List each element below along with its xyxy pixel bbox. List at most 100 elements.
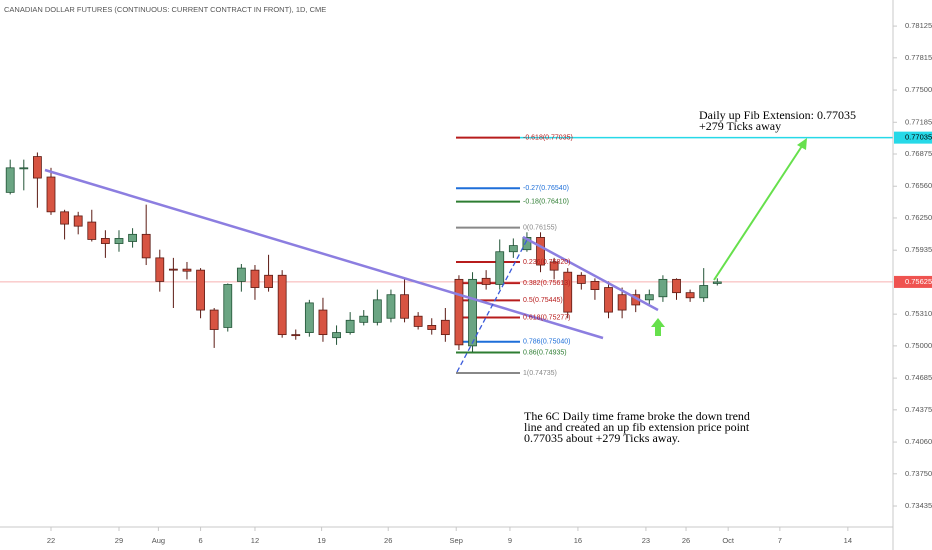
fib-label: 0.382(0.75613) (523, 280, 570, 287)
candles (5, 152, 722, 353)
fib-label: 0(0.76155) (523, 225, 557, 232)
x-tick-label: Aug (152, 536, 165, 545)
fib-label: 1(0.74735) (523, 370, 557, 377)
x-tick-label: 22 (47, 536, 55, 545)
x-tick-label: 12 (251, 536, 259, 545)
candle-body (5, 167, 15, 193)
fib-label: 0.786(0.75040) (523, 339, 570, 346)
candle-body (427, 325, 437, 330)
candle-body (87, 221, 97, 240)
y-tick-label: 0.73435 (905, 501, 932, 510)
trend-line (522, 235, 659, 312)
y-tick-label: 0.75935 (905, 245, 932, 254)
annotation: The 6C Daily time frame broke the down t… (524, 409, 750, 423)
candle-body (291, 334, 301, 337)
fib-label: -0.18(0.76410) (523, 198, 569, 205)
y-tick-label: 0.73750 (905, 469, 932, 478)
candle-body (536, 237, 545, 266)
price-marker (894, 275, 932, 288)
candle-body (372, 299, 382, 323)
y-tick-label: 0.76560 (905, 181, 932, 190)
chart-title: CANADIAN DOLLAR FUTURES (CONTINUOUS: CUR… (4, 5, 326, 14)
candle-body (196, 269, 205, 311)
fib-label: 0.5(0.75445) (523, 297, 563, 304)
candle-body (468, 278, 477, 347)
candle-body (155, 257, 165, 282)
x-tick-label: 26 (384, 536, 392, 545)
candle-body (141, 233, 151, 259)
candle-body (114, 238, 124, 244)
x-tick-label: 23 (642, 536, 650, 545)
candle-body (481, 277, 491, 285)
candle-body (617, 294, 627, 311)
candle-body (264, 274, 273, 288)
candle-body (563, 271, 573, 313)
y-tick-label: 0.77500 (905, 85, 932, 94)
candle-body (699, 285, 709, 299)
candle-body (182, 268, 192, 272)
candle-body (644, 294, 654, 301)
candle-body (318, 309, 328, 336)
candle-body (359, 315, 369, 323)
y-tick-label: 0.77185 (905, 117, 932, 126)
candle-body (73, 215, 83, 227)
x-tick-label: 16 (574, 536, 582, 545)
fib-label: 0.236(0.75820) (523, 259, 570, 266)
annotation: +279 Ticks away (699, 119, 781, 133)
y-tick-label: 0.78125 (905, 21, 932, 30)
price-marker-label: 0.77035 (905, 133, 932, 142)
fib-label: 0.86(0.74935) (523, 349, 567, 356)
candle-body (685, 292, 695, 299)
x-tick-label: 6 (198, 536, 202, 545)
annotation: 0.77035 about +279 Ticks away. (524, 431, 680, 445)
candle-body (590, 281, 600, 290)
candle-body (508, 245, 518, 253)
candle-body (32, 156, 42, 179)
x-tick-label: 26 (682, 536, 690, 545)
y-tick-label: 0.76875 (905, 149, 932, 158)
candle-body (223, 284, 233, 328)
candle-body (277, 274, 287, 336)
candle-body (100, 238, 110, 244)
x-tick-label: 29 (115, 536, 123, 545)
candle-body (576, 274, 586, 284)
price-marker (894, 131, 932, 144)
candle-body (60, 211, 69, 225)
candle-body (209, 309, 219, 330)
drawings (44, 138, 807, 373)
y-tick-label: 0.74060 (905, 437, 932, 446)
candle-body (604, 287, 613, 313)
y-tick-label: 0.76250 (905, 213, 932, 222)
candle-body (495, 251, 505, 285)
y-tick-label: 0.77815 (905, 53, 932, 62)
breakout-arrow (651, 318, 665, 336)
fib-label: -0.27(0.76540) (523, 185, 569, 192)
candle-body (440, 319, 450, 336)
candle-body (712, 281, 722, 284)
candle-body (128, 233, 137, 242)
projection-arrow (713, 145, 803, 281)
y-tick-label: 0.74375 (905, 405, 932, 414)
candle-body (658, 278, 668, 298)
fib-anchor-line (456, 237, 529, 373)
x-tick-label: Oct (722, 536, 735, 545)
fib-label: 0.618(0.75277) (523, 314, 570, 321)
candle-body (46, 176, 56, 213)
candle-body (304, 302, 314, 333)
candle-body (413, 315, 423, 327)
candle-body (332, 332, 341, 339)
x-tick-label: 9 (508, 536, 512, 545)
x-tick-label: 7 (778, 536, 782, 545)
y-tick-label: 0.75310 (905, 309, 932, 318)
candle-body (400, 294, 409, 319)
candle-body (672, 278, 681, 294)
candle-body (19, 167, 29, 170)
y-tick-label: 0.75000 (905, 341, 932, 350)
candle-body (168, 268, 178, 271)
x-tick-label: Sep (450, 536, 463, 545)
annotation: line and created an up fib extension pri… (524, 420, 750, 434)
candle-body (454, 278, 464, 346)
price-marker-label: 0.75625 (905, 277, 932, 286)
